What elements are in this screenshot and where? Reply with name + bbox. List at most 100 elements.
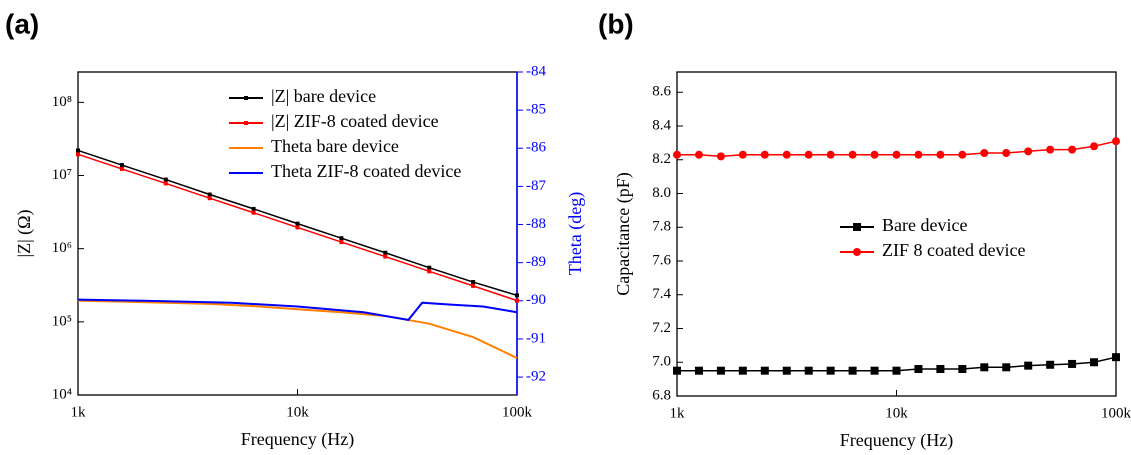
data-point xyxy=(427,265,432,270)
data-point xyxy=(1068,359,1077,368)
y-tick-label: 7.6 xyxy=(652,252,671,268)
legend-label: |Z| bare device xyxy=(271,86,376,106)
y2-tick-label: -84 xyxy=(526,63,546,79)
y-tick-label: 10⁶ xyxy=(52,240,72,256)
data-point xyxy=(295,225,300,230)
x-tick-label: 10k xyxy=(885,405,908,421)
data-point xyxy=(673,150,681,159)
data-point xyxy=(295,221,300,226)
data-point xyxy=(1002,363,1011,372)
y2-tick-label: -92 xyxy=(526,369,546,385)
data-point xyxy=(1090,142,1099,151)
legend-label: |Z| ZIF-8 coated device xyxy=(271,111,439,131)
data-point xyxy=(1112,137,1120,146)
data-point xyxy=(980,149,989,157)
data-point xyxy=(1002,149,1011,157)
data-point xyxy=(782,366,791,375)
y-tick-label: 8.2 xyxy=(652,151,671,167)
x-axis-label: Frequency (Hz) xyxy=(241,429,354,450)
x-axis-label: Frequency (Hz) xyxy=(840,430,953,451)
legend-label: Theta ZIF-8 coated device xyxy=(271,161,461,181)
data-point xyxy=(673,366,681,375)
y2-tick-label: -86 xyxy=(526,140,546,156)
data-point xyxy=(383,250,388,255)
y-tick-label: 10⁸ xyxy=(52,94,72,110)
data-point xyxy=(694,150,703,159)
data-point xyxy=(826,366,835,375)
data-point xyxy=(826,150,835,159)
legend-marker xyxy=(244,121,248,125)
data-point xyxy=(1046,145,1055,154)
data-point xyxy=(782,150,791,159)
y-axis-label: |Z| (Ω) xyxy=(14,209,35,257)
data-point xyxy=(870,150,879,159)
data-point xyxy=(760,366,769,375)
data-point xyxy=(760,150,769,159)
data-point xyxy=(427,269,432,274)
data-point xyxy=(980,363,989,372)
y-tick-label: 8.6 xyxy=(652,84,671,100)
data-point xyxy=(471,280,476,285)
data-point xyxy=(1068,145,1077,154)
data-point xyxy=(936,150,945,159)
x-tick-label: 1k xyxy=(71,404,87,420)
y-tick-label: 6.8 xyxy=(652,387,671,403)
data-point xyxy=(1090,358,1099,367)
data-point xyxy=(339,236,344,241)
y-tick-label: 10⁷ xyxy=(52,167,72,183)
data-point xyxy=(892,150,901,159)
y-tick-label: 10⁴ xyxy=(52,386,72,402)
data-point xyxy=(383,254,388,259)
x-tick-label: 10k xyxy=(286,404,309,420)
data-point xyxy=(207,192,212,197)
y-tick-label: 7.2 xyxy=(652,320,671,336)
y-tick-label: 7.4 xyxy=(652,286,671,302)
y2-axis-label: Theta (deg) xyxy=(565,192,586,275)
data-point xyxy=(1046,360,1055,369)
data-point xyxy=(694,366,703,375)
data-point xyxy=(515,298,519,303)
data-point xyxy=(716,152,725,161)
data-point xyxy=(471,283,476,288)
x-tick-label: 1k xyxy=(670,405,686,421)
series-line xyxy=(77,299,518,359)
legend-marker xyxy=(853,248,861,256)
data-point xyxy=(207,196,212,201)
data-point xyxy=(738,366,747,375)
y-tick-label: 7.8 xyxy=(652,219,671,235)
y-tick-label: 8.4 xyxy=(652,117,671,133)
data-point xyxy=(515,293,519,298)
y2-tick-label: -87 xyxy=(526,178,546,194)
legend-marker xyxy=(853,223,861,231)
data-point xyxy=(76,152,80,157)
data-point xyxy=(848,150,857,159)
data-point xyxy=(738,150,747,159)
y-tick-label: 8.0 xyxy=(652,185,671,201)
panel-label: (b) xyxy=(598,8,634,39)
y-tick-label: 10⁵ xyxy=(52,313,72,329)
y-tick-label: 7.0 xyxy=(652,354,671,370)
data-point xyxy=(119,166,124,171)
data-point xyxy=(870,366,879,375)
y2-tick-label: -91 xyxy=(526,330,546,346)
data-point xyxy=(914,150,923,159)
data-point xyxy=(1112,353,1120,362)
y2-tick-label: -85 xyxy=(526,102,546,118)
data-point xyxy=(958,365,967,373)
legend-label: Bare device xyxy=(882,215,967,235)
data-point xyxy=(914,365,923,373)
data-point xyxy=(251,210,256,215)
data-point xyxy=(339,240,344,245)
x-tick-label: 100k xyxy=(502,404,533,420)
data-point xyxy=(936,365,945,373)
data-point xyxy=(1024,147,1033,156)
data-point xyxy=(804,366,813,375)
data-point xyxy=(163,177,168,182)
legend-label: ZIF 8 coated device xyxy=(882,240,1025,260)
panel-label: (a) xyxy=(5,8,39,39)
legend-marker xyxy=(244,96,248,100)
data-point xyxy=(1024,361,1033,370)
data-point xyxy=(804,150,813,159)
data-point xyxy=(251,206,256,211)
y2-tick-label: -89 xyxy=(526,254,546,270)
